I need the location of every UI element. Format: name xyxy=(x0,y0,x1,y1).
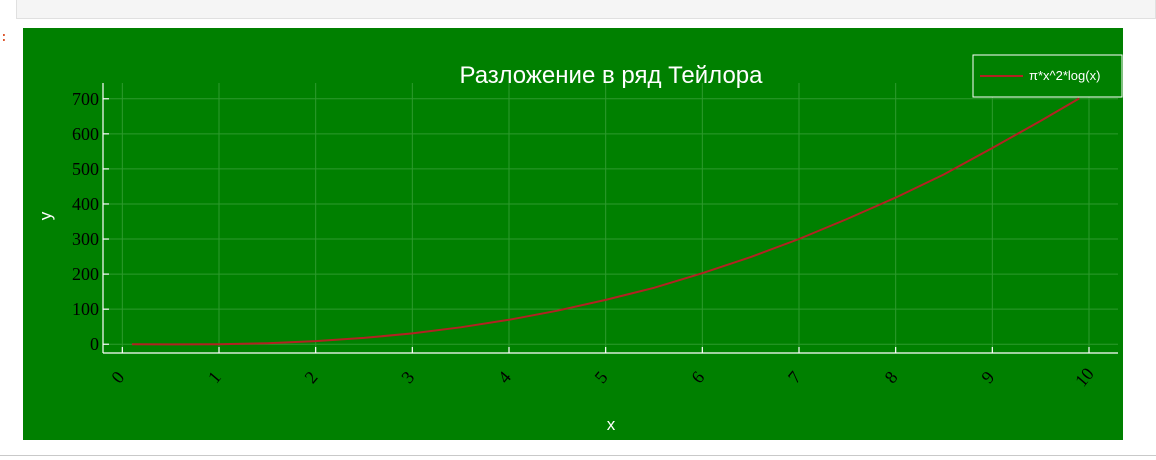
cell-divider xyxy=(0,455,1156,456)
plot-container: 0 1 2 3 4 5 6 7 8 9 10 0 100 200 300 400 500 600 700 Разло… xyxy=(23,28,1123,440)
legend: π*x^2*log(x) xyxy=(972,54,1123,98)
y-tick-label: 200 xyxy=(72,264,99,284)
y-tick-label: 0 xyxy=(90,334,99,354)
y-tick-label: 600 xyxy=(72,124,99,144)
output-prompt: : xyxy=(0,30,8,45)
series-line xyxy=(131,97,1080,346)
series-layer xyxy=(131,97,1080,346)
previous-notebook-cell xyxy=(16,0,1156,19)
y-tick-label: 300 xyxy=(72,229,99,249)
y-tick-label: 500 xyxy=(72,159,99,179)
x-axis-label: x xyxy=(607,415,616,434)
chart-title: Разложение в ряд Тейлора xyxy=(460,62,764,89)
y-tick-label: 100 xyxy=(72,299,99,319)
y-tick-label: 400 xyxy=(72,194,99,214)
chart-background xyxy=(23,28,1123,440)
legend-entry-label: π*x^2*log(x) xyxy=(1029,68,1100,83)
grid-lines xyxy=(103,83,1118,353)
y-tick-label: 700 xyxy=(72,89,99,109)
y-axis-label: y xyxy=(36,211,55,220)
